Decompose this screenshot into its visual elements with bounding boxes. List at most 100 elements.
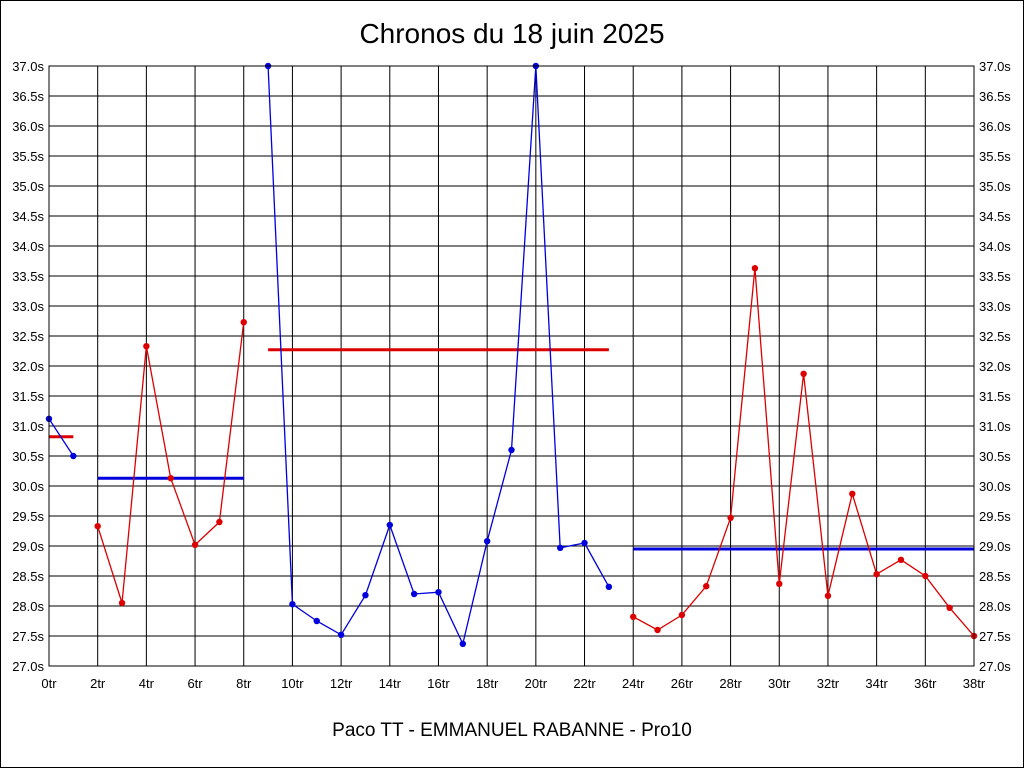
data-point xyxy=(581,539,588,547)
y-tick-label-right: 34.5s xyxy=(979,209,1011,224)
y-tick-label-right: 27.0s xyxy=(979,659,1011,674)
y-tick-label-right: 29.0s xyxy=(979,539,1011,554)
data-point xyxy=(922,572,929,580)
data-point xyxy=(654,626,661,634)
x-tick-label: 26tr xyxy=(671,676,694,691)
x-tick-label: 28tr xyxy=(719,676,742,691)
x-tick-label: 12tr xyxy=(330,676,353,691)
series-line xyxy=(97,322,245,604)
data-point xyxy=(605,583,613,590)
data-point xyxy=(70,452,77,460)
x-tick-label: 36tr xyxy=(914,676,937,691)
x-tick-label: 24tr xyxy=(622,676,645,691)
x-tick-label: 4tr xyxy=(139,676,155,691)
data-point xyxy=(216,518,223,526)
x-tick-label: 32tr xyxy=(817,676,840,691)
data-point xyxy=(191,541,199,548)
data-point xyxy=(118,599,126,607)
data-point xyxy=(946,604,953,611)
data-point xyxy=(897,556,905,563)
y-tick-label-left: 33.5s xyxy=(12,269,44,284)
y-tick-label-right: 31.5s xyxy=(979,389,1011,404)
y-tick-label-right: 36.0s xyxy=(979,119,1011,134)
y-tick-label-right: 28.0s xyxy=(979,599,1011,614)
x-tick-label: 20tr xyxy=(525,676,548,691)
data-point xyxy=(727,514,734,521)
x-tick-label: 38tr xyxy=(963,676,986,691)
y-tick-label-left: 35.5s xyxy=(12,149,44,164)
y-tick-label-left: 37.0s xyxy=(12,59,44,74)
x-tick-label: 18tr xyxy=(476,676,499,691)
data-point xyxy=(459,640,467,647)
data-point xyxy=(483,538,491,545)
series-line xyxy=(48,418,74,457)
y-tick-label-right: 32.0s xyxy=(979,359,1011,374)
x-tick-label: 22tr xyxy=(573,676,596,691)
data-point xyxy=(873,571,880,578)
y-tick-label-right: 35.5s xyxy=(979,149,1011,164)
x-tick-label: 10tr xyxy=(281,676,304,691)
data-point xyxy=(630,613,637,620)
data-point xyxy=(800,370,807,377)
data-point xyxy=(849,490,856,497)
y-tick-label-right: 29.5s xyxy=(979,509,1011,524)
data-point xyxy=(337,631,345,638)
y-tick-label-right: 28.5s xyxy=(979,569,1011,584)
y-tick-label-right: 34.0s xyxy=(979,239,1011,254)
x-tick-label: 2tr xyxy=(90,676,106,691)
data-point xyxy=(143,343,150,350)
y-tick-label-left: 30.5s xyxy=(12,449,44,464)
y-tick-label-right: 35.0s xyxy=(979,179,1011,194)
y-tick-label-left: 28.0s xyxy=(12,599,44,614)
y-tick-label-left: 28.5s xyxy=(12,569,44,584)
y-tick-label-right: 32.5s xyxy=(979,329,1011,344)
data-point xyxy=(167,475,174,482)
y-tick-label-left: 29.0s xyxy=(12,539,44,554)
y-tick-label-right: 37.0s xyxy=(979,59,1011,74)
x-tick-labels: 0tr 2tr 4tr 6tr 8tr 10tr 12tr 14tr 16tr 18tr 20tr 2… xyxy=(41,676,985,691)
data-point xyxy=(703,583,710,590)
y-tick-label-left: 36.5s xyxy=(12,89,44,104)
data-point xyxy=(776,580,783,587)
y-tick-label-right: 30.5s xyxy=(979,449,1011,464)
x-tick-label: 30tr xyxy=(768,676,791,691)
chart-footer: Paco TT - EMMANUEL RABANNE - Pro10 xyxy=(332,720,692,741)
data-point xyxy=(678,611,686,619)
data-series xyxy=(45,62,978,647)
y-tick-label-left: 36.0s xyxy=(12,119,44,134)
data-point xyxy=(289,601,296,608)
x-tick-label: 8tr xyxy=(236,676,252,691)
y-tick-label-left: 29.5s xyxy=(12,509,44,524)
data-point xyxy=(508,446,515,454)
data-point xyxy=(824,592,832,599)
y-tick-labels: 27.0s 27.0s 27.5s 27.5s 28.0s 28.0s 28.5s 28.5s… xyxy=(12,59,1011,674)
y-tick-label-left: 27.5s xyxy=(12,629,44,644)
chart-title: Chronos du 18 juin 2025 xyxy=(359,18,665,49)
y-tick-label-left: 30.0s xyxy=(12,479,44,494)
data-point xyxy=(556,544,564,551)
x-tick-label: 16tr xyxy=(427,676,450,691)
y-tick-label-left: 33.0s xyxy=(12,299,44,314)
data-point xyxy=(313,617,320,625)
grid-lines xyxy=(48,65,975,667)
data-point xyxy=(240,319,247,326)
x-tick-label: 0tr xyxy=(41,676,57,691)
y-tick-label-right: 31.0s xyxy=(979,419,1011,434)
y-tick-label-right: 36.5s xyxy=(979,89,1011,104)
y-tick-label-right: 33.5s xyxy=(979,269,1011,284)
data-point xyxy=(362,592,369,599)
x-tick-label: 34tr xyxy=(865,676,888,691)
y-tick-label-right: 33.0s xyxy=(979,299,1011,314)
data-point xyxy=(751,265,759,272)
data-point xyxy=(94,523,101,530)
y-tick-label-left: 34.0s xyxy=(12,239,44,254)
plot-border xyxy=(48,65,975,667)
y-tick-label-left: 27.0s xyxy=(12,659,44,674)
y-tick-label-right: 30.0s xyxy=(979,479,1011,494)
y-tick-label-left: 34.5s xyxy=(12,209,44,224)
y-tick-label-right: 27.5s xyxy=(979,629,1011,644)
x-tick-label: 6tr xyxy=(187,676,203,691)
data-point xyxy=(386,521,393,529)
x-tick-label: 14tr xyxy=(379,676,402,691)
